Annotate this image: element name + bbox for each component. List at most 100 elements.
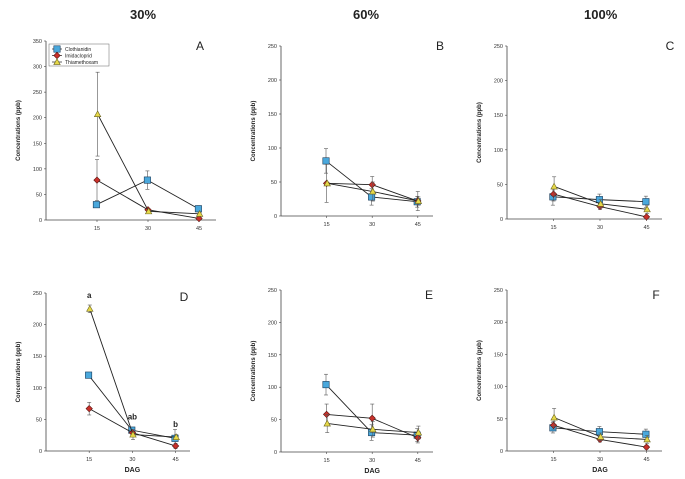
data-point bbox=[93, 176, 101, 184]
y-tick-label: 250 bbox=[494, 288, 503, 294]
data-point bbox=[322, 157, 330, 165]
legend-marker bbox=[53, 58, 61, 65]
legend-entry: Clothianidin bbox=[65, 47, 91, 53]
data-point bbox=[323, 179, 331, 187]
y-tick-label: 250 bbox=[268, 288, 277, 294]
significance-label: ab bbox=[128, 412, 137, 421]
panel-letter: B bbox=[436, 39, 444, 53]
y-tick-label: 200 bbox=[494, 79, 503, 85]
data-point bbox=[85, 371, 93, 379]
x-tick-label: 45 bbox=[643, 457, 649, 463]
x-tick-label: 45 bbox=[173, 457, 179, 463]
y-tick-label: 150 bbox=[268, 353, 277, 359]
y-tick-label: 250 bbox=[494, 44, 503, 50]
significance-label: a bbox=[87, 291, 92, 300]
x-axis-label: DAG bbox=[125, 467, 141, 474]
y-axis-label: Concentrations (ppb) bbox=[477, 102, 483, 163]
y-tick-label: 50 bbox=[271, 180, 277, 186]
column-title-60: 60% bbox=[353, 7, 379, 22]
data-point bbox=[642, 213, 651, 221]
data-point bbox=[549, 421, 558, 429]
legend-entry: Thiamethoxam bbox=[65, 60, 98, 66]
panel-letter: A bbox=[196, 39, 204, 53]
y-tick-label: 150 bbox=[494, 352, 503, 358]
x-tick-label: 30 bbox=[369, 458, 375, 464]
panel-letter: E bbox=[425, 288, 433, 302]
y-tick-label: 150 bbox=[33, 354, 42, 360]
series-imidacloprid bbox=[322, 164, 422, 211]
y-tick-label: 50 bbox=[271, 418, 277, 424]
panel-f: 0 50 100 150 200 250 15 30 45 Concentrations (ppb… bbox=[477, 288, 662, 474]
series-thiamethoxam bbox=[550, 408, 651, 444]
y-tick-label: 50 bbox=[36, 192, 42, 198]
column-title-30: 30% bbox=[130, 7, 156, 22]
data-point bbox=[195, 214, 203, 223]
panel-a: 0 50 100 150 200 250 300 350 15 30 45 Concentration… bbox=[16, 39, 216, 232]
x-tick-label: 30 bbox=[597, 457, 603, 463]
panel-d: 0 50 100 150 200 250 15 30 45 Concentrations (ppb… bbox=[16, 290, 190, 474]
y-tick-label: 250 bbox=[33, 291, 42, 297]
x-tick-label: 30 bbox=[129, 457, 135, 463]
data-point bbox=[323, 419, 331, 427]
y-tick-label: 100 bbox=[494, 385, 503, 391]
data-point bbox=[414, 197, 423, 204]
y-tick-label: 100 bbox=[33, 386, 42, 392]
panel-b: 0 50 100 150 200 250 15 30 45 Concentrations (ppb… bbox=[251, 39, 444, 228]
series-thiamethoxam bbox=[86, 304, 180, 440]
data-point bbox=[85, 405, 93, 413]
x-tick-label: 15 bbox=[324, 458, 330, 464]
data-point bbox=[596, 433, 605, 440]
y-axis-label: Concentrations (ppb) bbox=[477, 340, 483, 401]
x-tick-label: 15 bbox=[550, 457, 556, 463]
data-point bbox=[195, 210, 204, 217]
y-axis-label: Concentrations (ppb) bbox=[16, 342, 22, 403]
series-thiamethoxam bbox=[323, 414, 423, 440]
y-tick-label: 100 bbox=[494, 148, 503, 154]
data-point bbox=[642, 443, 651, 451]
y-tick-label: 350 bbox=[33, 39, 42, 45]
y-tick-label: 250 bbox=[268, 44, 277, 50]
y-tick-label: 150 bbox=[268, 112, 277, 118]
x-tick-label: 45 bbox=[643, 225, 649, 231]
data-point bbox=[414, 428, 423, 436]
panel-e: 0 50 100 150 200 250 15 30 45 Concentrations (ppb… bbox=[251, 288, 433, 475]
panel-letter: F bbox=[652, 288, 659, 302]
series-thiamethoxam bbox=[323, 179, 423, 206]
data-point bbox=[368, 181, 376, 189]
significance-label: b bbox=[173, 420, 178, 429]
y-tick-label: 100 bbox=[33, 167, 42, 173]
series-thiamethoxam bbox=[93, 71, 204, 217]
data-point bbox=[143, 176, 151, 184]
series-line bbox=[97, 113, 200, 215]
x-axis-label: DAG bbox=[364, 468, 380, 475]
data-point bbox=[144, 207, 153, 215]
y-tick-label: 0 bbox=[274, 214, 277, 220]
x-tick-label: 45 bbox=[415, 222, 421, 228]
legend-box bbox=[48, 43, 110, 67]
y-tick-label: 0 bbox=[274, 450, 277, 456]
data-point bbox=[171, 442, 180, 450]
data-point bbox=[368, 193, 376, 201]
data-point bbox=[86, 304, 94, 312]
y-tick-label: 50 bbox=[36, 417, 42, 423]
y-tick-label: 150 bbox=[494, 113, 503, 119]
x-axis-label: DAG bbox=[592, 467, 608, 474]
x-tick-label: 30 bbox=[145, 226, 151, 232]
panel-letter: C bbox=[666, 39, 675, 53]
y-tick-label: 0 bbox=[500, 449, 503, 455]
data-point bbox=[642, 198, 650, 206]
y-tick-label: 0 bbox=[39, 218, 42, 224]
y-tick-label: 200 bbox=[33, 116, 42, 122]
y-axis-label: Concentrations (ppb) bbox=[16, 100, 22, 161]
data-point bbox=[549, 190, 558, 198]
y-tick-label: 200 bbox=[494, 320, 503, 326]
data-point bbox=[322, 381, 330, 389]
x-tick-label: 15 bbox=[94, 226, 100, 232]
data-point bbox=[369, 425, 377, 433]
y-axis-label: Concentrations (ppb) bbox=[251, 341, 257, 402]
data-point bbox=[550, 413, 558, 421]
y-tick-label: 50 bbox=[497, 182, 503, 188]
x-tick-label: 45 bbox=[196, 226, 202, 232]
